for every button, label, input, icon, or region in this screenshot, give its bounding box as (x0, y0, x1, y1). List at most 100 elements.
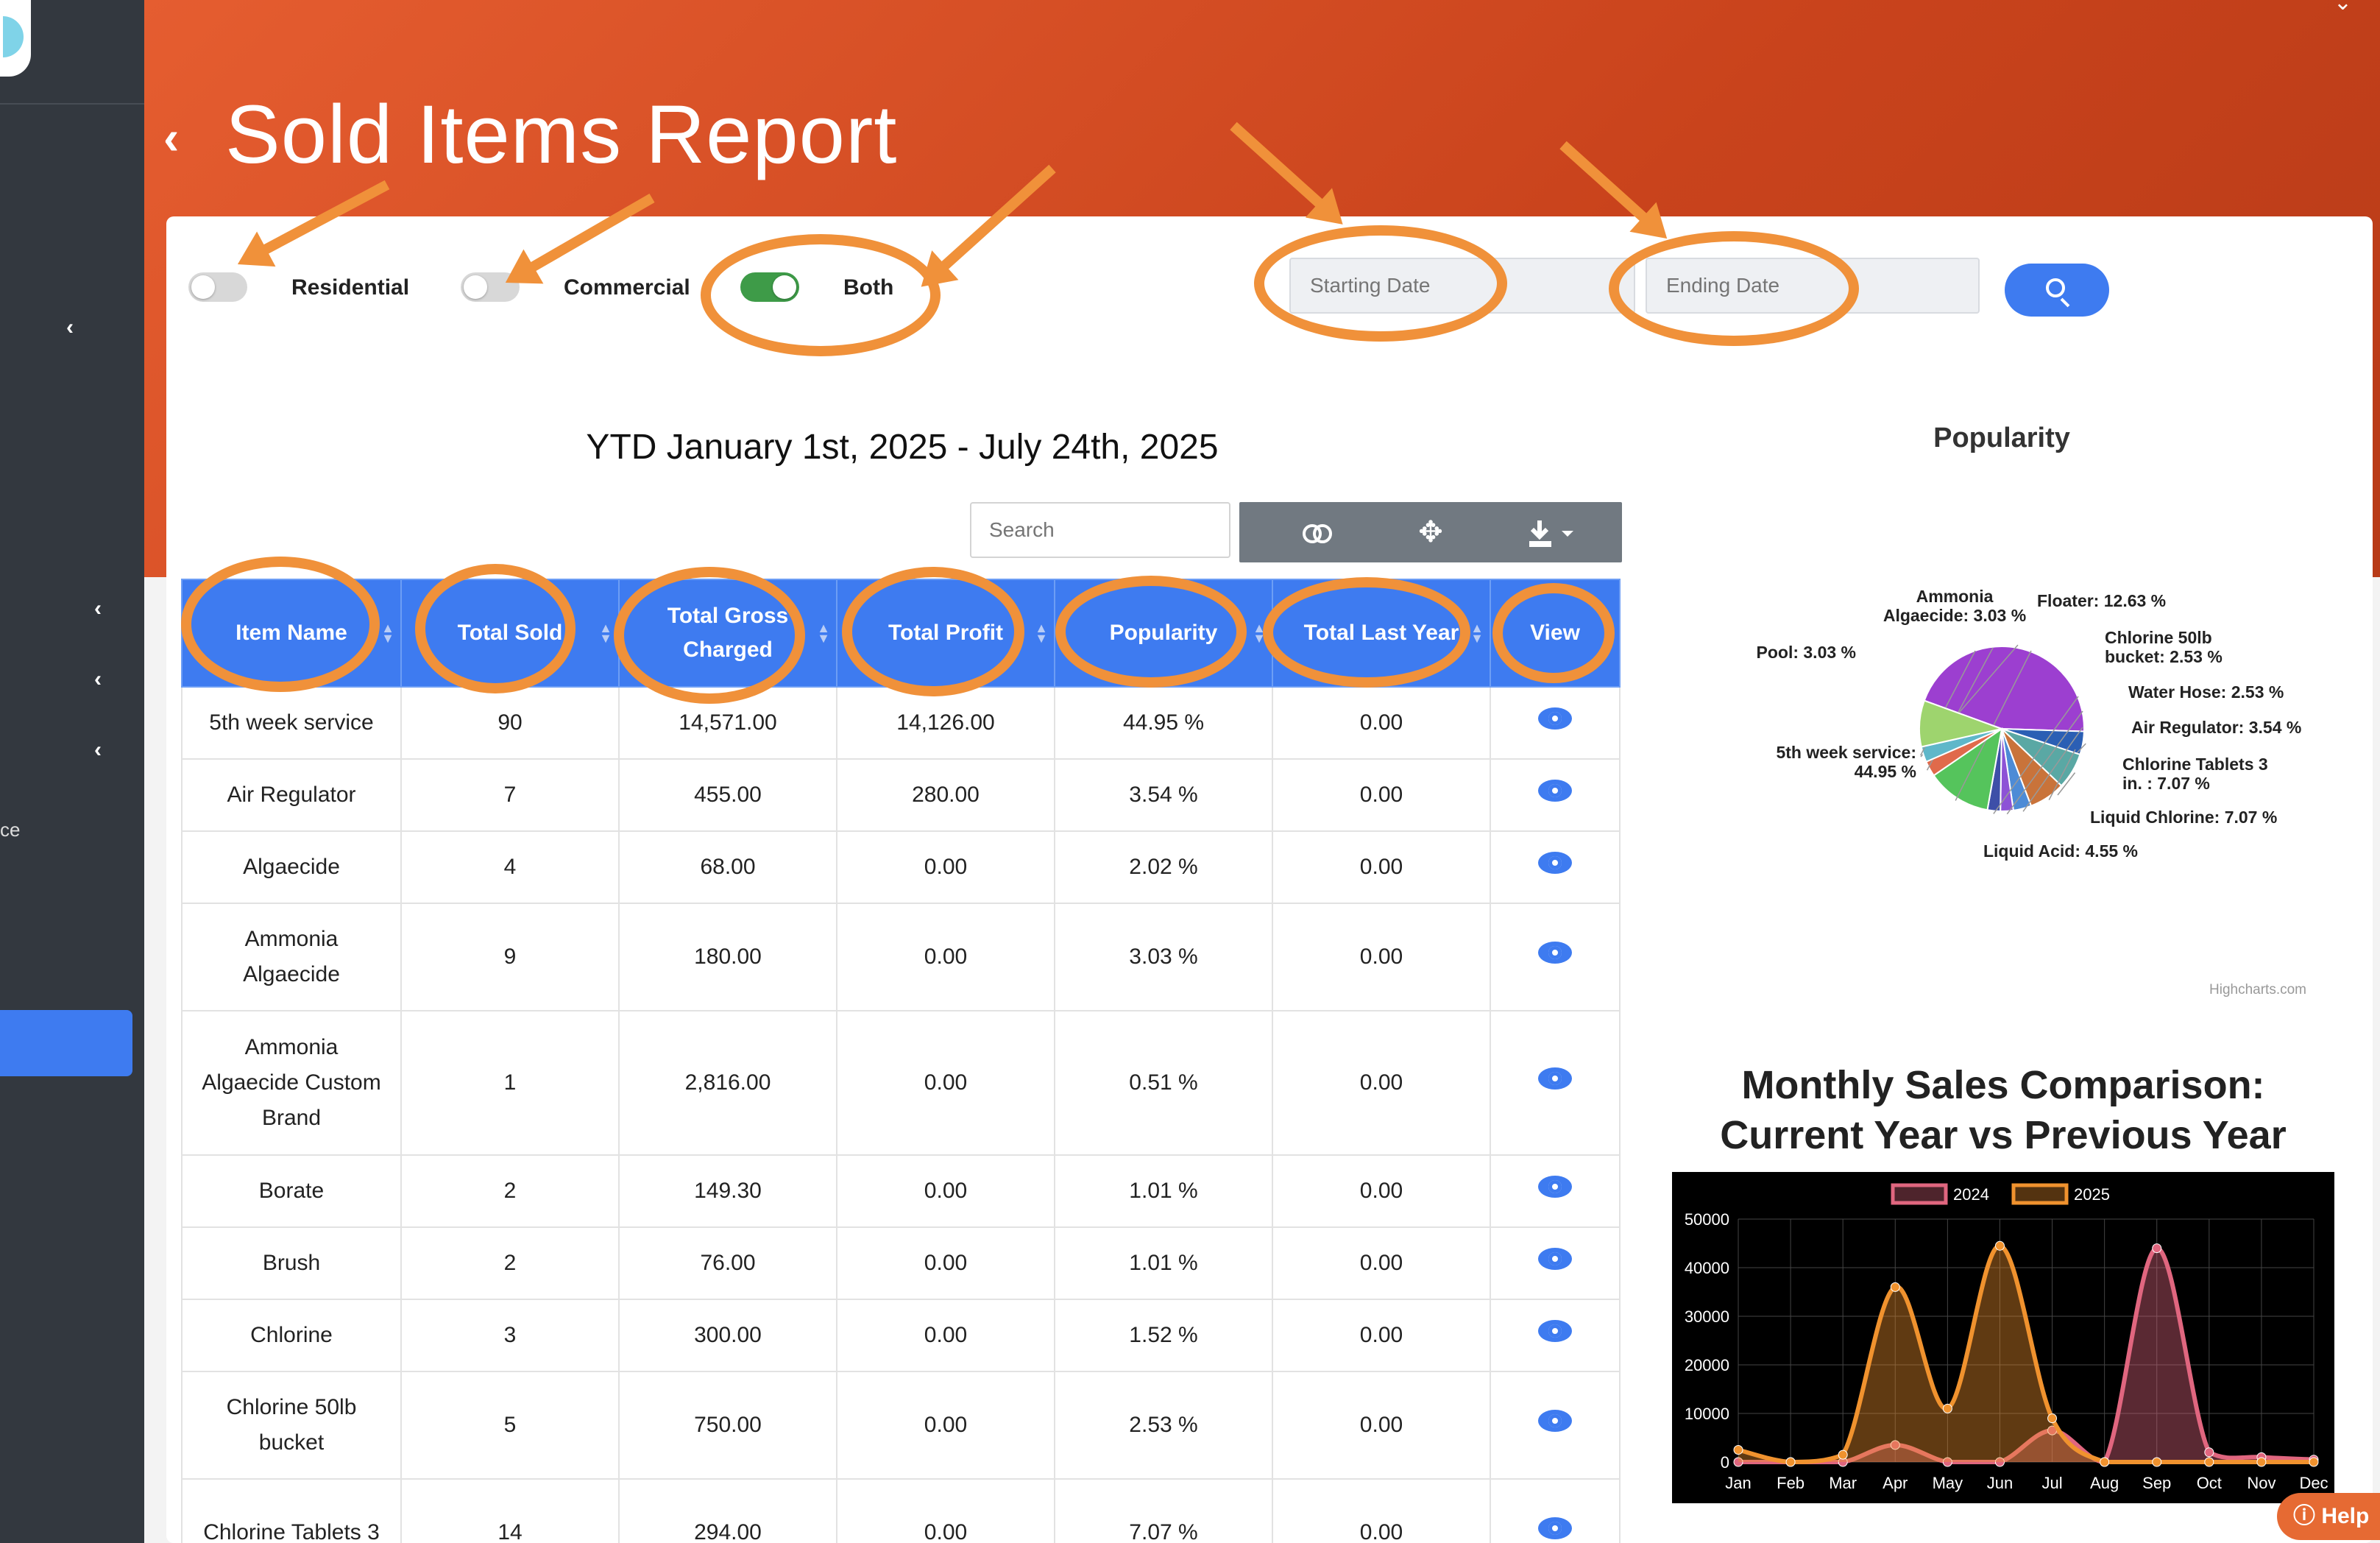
search-icon (2046, 278, 2065, 297)
series-point[interactable] (1942, 1457, 1952, 1467)
cell-gross: 14,571.00 (618, 686, 837, 760)
commercial-label: Commercial (564, 275, 690, 300)
app-logo[interactable] (0, 0, 31, 77)
column-header-label: Total Sold (457, 621, 563, 645)
cell-total-sold: 5 (400, 1371, 620, 1480)
view-eye-icon[interactable] (1538, 1248, 1572, 1270)
series-point[interactable] (1942, 1403, 1952, 1413)
series-point[interactable] (2204, 1457, 2214, 1467)
legend-swatch[interactable] (2011, 1183, 2069, 1205)
pie-label-connector (2022, 727, 2083, 812)
chevron-left-icon[interactable]: ‹ (94, 738, 102, 762)
starting-date-input[interactable] (1289, 258, 1635, 314)
toggle-columns-icon[interactable] (1273, 502, 1361, 562)
view-eye-icon[interactable] (1538, 1410, 1572, 1432)
cell-popularity: 44.95 % (1054, 686, 1273, 760)
column-header-item-name[interactable]: Item Name ▲ ▼ (181, 579, 402, 688)
ending-date-input[interactable] (1646, 258, 1980, 314)
chevron-left-icon[interactable]: ‹ (94, 667, 102, 691)
series-point[interactable] (1733, 1457, 1743, 1467)
series-point[interactable] (2047, 1413, 2058, 1424)
y-tick-label: 0 (1721, 1453, 1729, 1472)
series-point[interactable] (1838, 1450, 1848, 1460)
chevron-left-icon[interactable]: ‹ (66, 315, 74, 339)
highcharts-credit[interactable]: Highcharts.com (2209, 982, 2306, 998)
cell-total-sold: 7 (400, 758, 620, 832)
table-search-input[interactable] (970, 502, 1230, 558)
view-eye-icon[interactable] (1538, 852, 1572, 874)
sidebar-item-active[interactable] (0, 1010, 132, 1076)
pie-label-connector (2057, 772, 2076, 796)
column-header-total-gross-charged[interactable]: Total Gross Charged ▲ ▼ (618, 579, 837, 688)
column-header-total-last-year[interactable]: Total Last Year ▲ ▼ (1272, 579, 1491, 688)
view-eye-icon[interactable] (1538, 1320, 1572, 1342)
residential-toggle[interactable] (188, 272, 247, 302)
view-eye-icon[interactable] (1538, 780, 1572, 802)
cell-view (1490, 1478, 1621, 1543)
move-icon[interactable]: ✥ (1418, 516, 1443, 548)
sort-icon[interactable]: ▲ ▼ (1253, 621, 1266, 646)
column-header-total-profit[interactable]: Total Profit ▲ ▼ (836, 579, 1055, 688)
sort-icon[interactable]: ▲ ▼ (1035, 621, 1048, 646)
sort-icon[interactable]: ▲ ▼ (381, 621, 394, 646)
legend-label[interactable]: 2025 (2074, 1185, 2110, 1204)
column-header-total-sold[interactable]: Total Sold ▲ ▼ (400, 579, 620, 688)
legend-label[interactable]: 2024 (1953, 1185, 1989, 1204)
cell-view (1490, 758, 1621, 832)
cell-total-sold: 2 (400, 1154, 620, 1228)
cell-last-year: 0.00 (1272, 1226, 1491, 1300)
series-point[interactable] (1890, 1282, 1900, 1292)
cell-view (1490, 1299, 1621, 1372)
series-point[interactable] (1890, 1440, 1900, 1450)
table-row: Ammonia Algaecide 9 180.00 0.00 3.03 % 0… (181, 903, 1621, 1011)
view-eye-icon[interactable] (1538, 942, 1572, 964)
sort-icon[interactable]: ▲ ▼ (817, 621, 830, 646)
cell-gross: 149.30 (618, 1154, 837, 1228)
series-point[interactable] (2100, 1457, 2110, 1467)
series-point[interactable] (1785, 1457, 1796, 1467)
pie-slice[interactable] (1923, 646, 2085, 732)
legend-swatch[interactable] (1891, 1183, 1948, 1205)
series-point[interactable] (2256, 1457, 2267, 1467)
download-dropdown-icon[interactable] (1497, 502, 1607, 562)
toggle-knob (191, 275, 215, 299)
back-chevron-icon[interactable]: ‹ (163, 111, 180, 164)
pie-label-connector (2006, 710, 2083, 815)
sidebar-item-label[interactable]: ce (0, 819, 21, 841)
series-point[interactable] (2152, 1243, 2162, 1254)
view-eye-icon[interactable] (1538, 707, 1572, 730)
series-point[interactable] (1733, 1445, 1743, 1455)
commercial-toggle[interactable] (461, 272, 520, 302)
pie-data-label: 44.95 % (1855, 762, 1916, 781)
column-header-popularity[interactable]: Popularity ▲ ▼ (1054, 579, 1273, 688)
pie-slice[interactable] (1919, 699, 2005, 748)
series-point[interactable] (1994, 1240, 2005, 1251)
cell-gross: 76.00 (618, 1226, 837, 1300)
pie-data-label: Liquid Acid: 4.55 % (1983, 841, 2138, 861)
sort-icon[interactable]: ▲ ▼ (599, 621, 612, 646)
series-point[interactable] (2204, 1447, 2214, 1458)
cell-profit: 280.00 (836, 758, 1055, 832)
line-chart-title: Monthly Sales Comparison: Current Year v… (1720, 1063, 2287, 1157)
view-eye-icon[interactable] (1538, 1067, 1572, 1090)
chevron-down-icon[interactable]: ⌄ (2333, 0, 2352, 15)
help-button[interactable]: ⓘ Help (2277, 1493, 2380, 1540)
pie-data-label: Liquid Chlorine: 7.07 % (2090, 808, 2277, 827)
pie-data-label: Chlorine Tablets 3 (2122, 755, 2268, 774)
series-point[interactable] (1994, 1457, 2005, 1467)
both-label: Both (843, 275, 894, 300)
series-point[interactable] (2152, 1457, 2162, 1467)
both-toggle[interactable] (740, 272, 799, 302)
cell-popularity: 2.02 % (1054, 830, 1273, 904)
view-eye-icon[interactable] (1538, 1176, 1572, 1198)
view-eye-icon[interactable] (1538, 1517, 1572, 1539)
pie-data-label: Air Regulator: 3.54 % (2131, 718, 2301, 737)
chevron-left-icon[interactable]: ‹ (94, 596, 102, 621)
sort-icon[interactable]: ▲ ▼ (1470, 621, 1484, 646)
x-tick-label: Dec (2299, 1474, 2328, 1492)
cell-popularity: 0.51 % (1054, 1010, 1273, 1156)
pie-data-label: in. : 7.07 % (2122, 774, 2210, 793)
cell-view (1490, 686, 1621, 760)
search-button[interactable] (2005, 264, 2109, 317)
series-point[interactable] (2309, 1457, 2319, 1467)
